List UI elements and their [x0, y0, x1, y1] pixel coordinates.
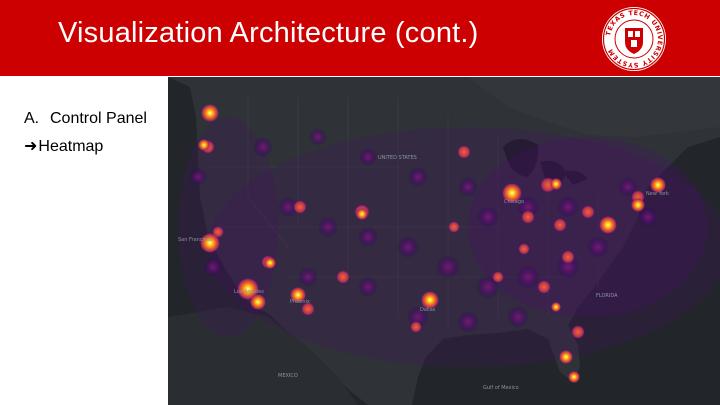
label-chicago: Chicago [504, 199, 524, 205]
state-borders [208, 97, 599, 327]
bullet-heatmap: ➜Heatmap [24, 136, 147, 164]
label-los-angeles: Los Angeles [234, 289, 264, 295]
canada-land [468, 77, 720, 137]
land [168, 77, 720, 405]
arrow-icon: ➜ [24, 138, 38, 155]
mexico-land [168, 307, 358, 405]
lake [563, 170, 588, 185]
label-gulf-of-mexico: Gulf of Mexico [483, 385, 519, 391]
label-dallas: Dallas [420, 307, 436, 313]
label-florida: FLORIDA [596, 293, 618, 299]
bullet-marker: A. [24, 110, 40, 127]
map-labels: UNITED STATES Gulf of Mexico San Francis… [178, 155, 669, 391]
bullet-control-panel: A. Control Panel [24, 108, 147, 136]
bullet-text: Heatmap [38, 138, 104, 155]
label-san-francisco: San Francisco [178, 237, 212, 243]
bullet-list: A. Control Panel ➜Heatmap [24, 108, 147, 164]
label-united-states: UNITED STATES [378, 155, 417, 161]
heat-hot-points [198, 104, 666, 383]
label-mexico: MEXICO [278, 373, 298, 379]
heat-cool-points [189, 128, 658, 333]
label-new-york: New York [646, 191, 669, 197]
us-heatmap[interactable]: UNITED STATES Gulf of Mexico San Francis… [168, 77, 720, 405]
label-phoenix: Phoenix [290, 299, 310, 305]
lake [503, 138, 539, 177]
heatmap-panel[interactable]: UNITED STATES Gulf of Mexico San Francis… [168, 77, 720, 405]
bullet-text: Control Panel [50, 110, 147, 127]
university-seal-icon: TEXAS TECH UNIVERSITY SYSTEM [602, 7, 666, 71]
title-bar [0, 0, 720, 76]
slide-title: Visualization Architecture (cont.) [58, 17, 479, 49]
